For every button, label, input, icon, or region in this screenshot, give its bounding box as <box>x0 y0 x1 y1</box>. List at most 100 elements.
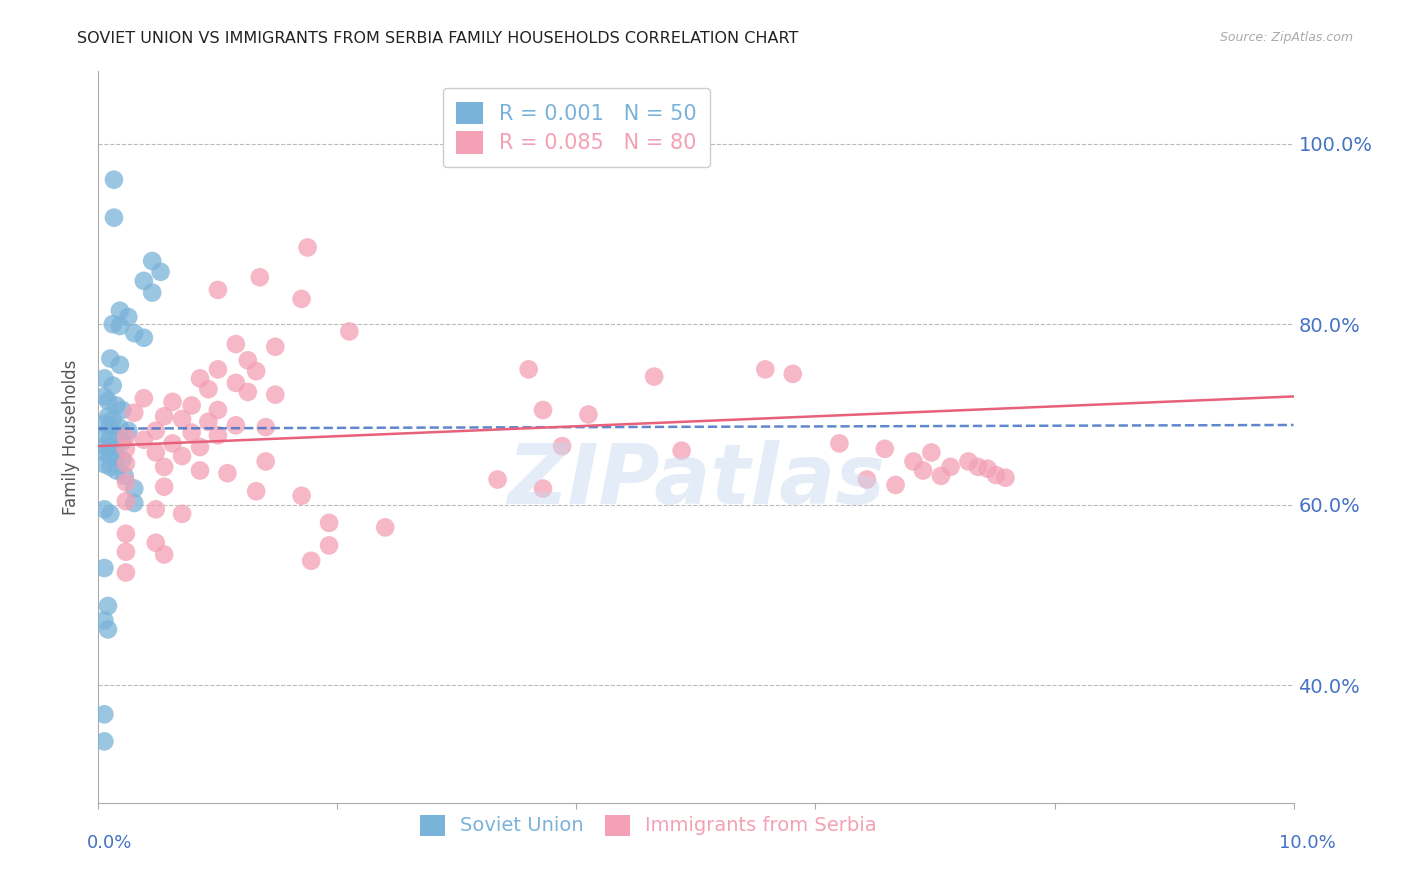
Point <box>297 240 319 254</box>
Point <box>172 449 194 463</box>
Point <box>115 456 138 470</box>
Point <box>188 371 211 385</box>
Point <box>115 566 138 580</box>
Point <box>145 535 167 549</box>
Point <box>124 326 146 341</box>
Point <box>551 439 574 453</box>
Point <box>93 427 115 442</box>
Point <box>782 367 804 381</box>
Point <box>517 362 540 376</box>
Point <box>108 358 131 372</box>
Point <box>754 362 776 376</box>
Point <box>197 415 219 429</box>
Point <box>245 364 267 378</box>
Point <box>671 443 693 458</box>
Point <box>97 409 120 424</box>
Point <box>188 463 211 477</box>
Point <box>299 554 322 568</box>
Point <box>98 351 122 366</box>
Point <box>98 448 122 462</box>
Point <box>132 433 155 447</box>
Point <box>115 494 138 508</box>
Point <box>225 376 247 390</box>
Point <box>153 409 176 424</box>
Point <box>145 424 167 438</box>
Point <box>374 520 396 534</box>
Point <box>111 434 134 449</box>
Point <box>111 452 134 467</box>
Point <box>103 211 125 225</box>
Point <box>103 172 125 186</box>
Point <box>172 507 194 521</box>
Y-axis label: Family Households: Family Households <box>62 359 80 515</box>
Point <box>207 362 229 376</box>
Text: SOVIET UNION VS IMMIGRANTS FROM SERBIA FAMILY HOUSEHOLDS CORRELATION CHART: SOVIET UNION VS IMMIGRANTS FROM SERBIA F… <box>77 31 799 46</box>
Point <box>236 353 259 368</box>
Point <box>111 403 134 417</box>
Point <box>828 436 851 450</box>
Point <box>141 285 163 300</box>
Point <box>245 484 267 499</box>
Point <box>984 468 1007 483</box>
Point <box>856 473 879 487</box>
Point <box>149 265 172 279</box>
Point <box>912 463 935 477</box>
Point <box>98 459 122 474</box>
Point <box>105 463 128 477</box>
Point <box>339 325 361 339</box>
Point <box>98 430 122 444</box>
Point <box>486 473 509 487</box>
Point <box>153 459 176 474</box>
Point <box>124 496 146 510</box>
Text: 0.0%: 0.0% <box>87 834 132 852</box>
Point <box>249 270 271 285</box>
Point <box>162 436 184 450</box>
Point <box>105 433 128 447</box>
Text: Source: ZipAtlas.com: Source: ZipAtlas.com <box>1219 31 1353 45</box>
Point <box>115 430 138 444</box>
Point <box>101 412 124 426</box>
Point <box>97 599 120 613</box>
Point <box>264 387 287 401</box>
Point <box>93 417 115 431</box>
Point <box>929 469 952 483</box>
Point <box>93 439 115 453</box>
Point <box>93 707 115 722</box>
Point <box>976 461 998 475</box>
Point <box>207 428 229 442</box>
Point <box>115 545 138 559</box>
Point <box>643 369 665 384</box>
Point <box>132 391 155 405</box>
Point <box>264 340 287 354</box>
Point <box>93 502 115 516</box>
Point <box>124 406 146 420</box>
Point <box>115 442 138 456</box>
Point <box>225 337 247 351</box>
Point <box>180 425 202 440</box>
Point <box>291 489 314 503</box>
Point <box>105 450 128 465</box>
Point <box>153 480 176 494</box>
Point <box>172 412 194 426</box>
Point <box>254 454 277 468</box>
Point <box>108 421 131 435</box>
Point <box>105 399 128 413</box>
Point <box>132 331 155 345</box>
Point <box>93 561 115 575</box>
Point <box>162 395 184 409</box>
Point <box>93 457 115 471</box>
Text: ZIPatlas: ZIPatlas <box>508 441 884 522</box>
Point <box>207 403 229 417</box>
Point <box>217 466 239 480</box>
Point <box>98 441 122 455</box>
Point <box>188 440 211 454</box>
Point <box>115 526 138 541</box>
Point <box>884 478 907 492</box>
Point <box>93 371 115 385</box>
Legend: Soviet Union, Immigrants from Serbia: Soviet Union, Immigrants from Serbia <box>409 804 887 847</box>
Point <box>98 418 122 433</box>
Point <box>994 471 1017 485</box>
Point <box>108 303 131 318</box>
Point <box>97 623 120 637</box>
Point <box>145 445 167 459</box>
